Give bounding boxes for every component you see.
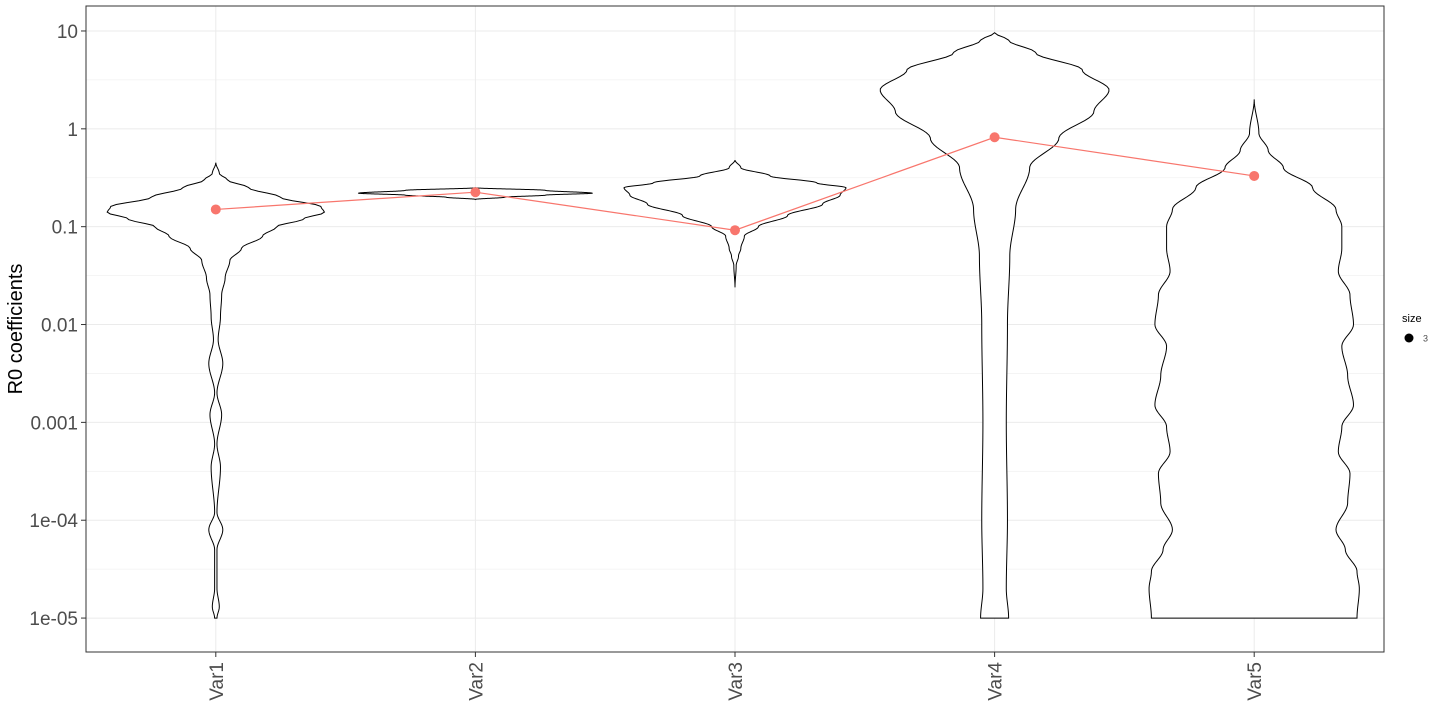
y-tick-label: 1e-05 [29,609,78,630]
legend-key [1404,333,1414,343]
x-tick-label-var5: Var5 [1245,662,1266,701]
x-tick-label-var4: Var4 [986,662,1007,701]
legend-label: 3 [1423,334,1428,344]
legend-title: size [1402,313,1422,325]
median-point-var5 [1249,170,1260,181]
violin-var1 [106,162,326,619]
median-point-var1 [210,204,221,215]
y-tick-label: 0.1 [52,218,78,239]
y-tick-label: 10 [57,22,78,43]
violin-var4 [879,32,1110,619]
x-tick-label-var1: Var1 [207,662,228,701]
y-axis: 1e-05 1e-04 0.001 0.01 0.1 1 10 [29,22,86,630]
y-axis-title: R0 coefficients [5,264,27,395]
y-tick-label: 1e-04 [29,511,78,532]
median-point-var4 [989,132,1000,143]
violin-var5 [1148,99,1360,619]
y-tick-label: 1 [67,120,78,141]
median-series [210,132,1260,236]
y-tick-label: 0.01 [41,316,78,337]
y-tick-label: 0.001 [30,413,78,434]
median-point-var2 [470,187,481,198]
legend: size 3 [1402,313,1428,344]
x-axis: Var1 Var2 Var3 Var4 Var5 [207,652,1266,701]
x-tick-label-var2: Var2 [466,662,487,701]
median-point-var3 [730,225,740,236]
x-tick-label-var3: Var3 [726,662,747,701]
violin-var3 [623,159,847,288]
violins [106,32,1360,619]
